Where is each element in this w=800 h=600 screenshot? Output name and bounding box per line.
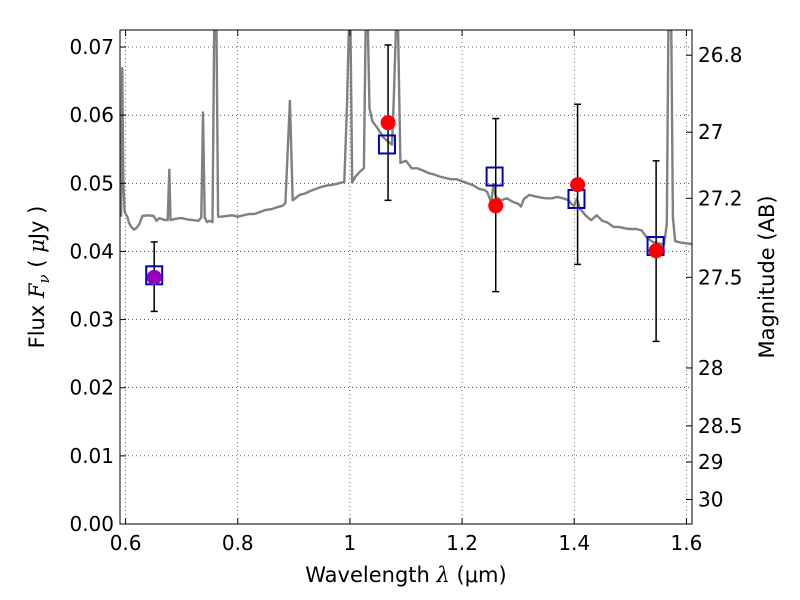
y-tick-label-3: 0.03 <box>69 308 114 332</box>
observed-point-4 <box>648 243 664 259</box>
observed-point-2 <box>488 198 504 214</box>
y2-axis-label: Magnitude (AB) <box>755 195 779 358</box>
observed-point-0 <box>146 269 162 285</box>
y2-tick-label-6: 29 <box>698 450 723 474</box>
y-tick-label-4: 0.04 <box>69 239 114 263</box>
x-axis-ticks: 0.6 0.8 1 1.2 1.4 1.6 <box>110 30 702 555</box>
y-axis-label: Flux Fν ( μJy ) <box>25 206 53 349</box>
y2-tick-label-0: 26.8 <box>698 43 743 67</box>
y-tick-label-6: 0.06 <box>69 103 114 127</box>
observed-point-layer <box>146 115 664 285</box>
x-tick-label-0: 0.6 <box>110 531 142 555</box>
y2-tick-label-1: 27 <box>698 120 723 144</box>
model-square-2 <box>485 166 504 187</box>
y2-axis-ticks: 26.8 27 27.2 27.5 28 28.5 29 30 <box>686 43 743 511</box>
model-spectrum-line <box>120 30 692 246</box>
y2-tick-label-3: 27.5 <box>698 265 743 289</box>
y2-tick-label-5: 28.5 <box>698 414 743 438</box>
x-tick-label-5: 1.6 <box>670 531 702 555</box>
y-tick-label-5: 0.05 <box>69 171 114 195</box>
x-tick-label-4: 1.4 <box>558 531 590 555</box>
y-axis-ticks: 0.00 0.01 0.02 0.03 0.04 0.05 0.06 0.07 <box>69 35 126 536</box>
x-tick-label-2: 1 <box>344 531 357 555</box>
y2-tick-label-2: 27.2 <box>698 186 743 210</box>
y-tick-label-0: 0.00 <box>69 512 114 536</box>
model-square-layer <box>145 134 665 286</box>
x-tick-label-3: 1.2 <box>446 531 478 555</box>
y-tick-label-2: 0.02 <box>69 376 114 400</box>
y-tick-label-7: 0.07 <box>69 35 114 59</box>
x-axis-label: Wavelength λ (μm) <box>305 563 506 587</box>
x-tick-label-1: 0.8 <box>222 531 254 555</box>
y2-tick-label-4: 28 <box>698 356 723 380</box>
spectrum-layer <box>120 30 692 246</box>
observed-point-1 <box>380 115 396 131</box>
y2-tick-label-7: 30 <box>698 487 723 511</box>
plot-area <box>120 30 692 524</box>
model-square-1 <box>377 134 396 155</box>
observed-point-3 <box>570 177 586 193</box>
y-tick-label-1: 0.01 <box>69 444 114 468</box>
